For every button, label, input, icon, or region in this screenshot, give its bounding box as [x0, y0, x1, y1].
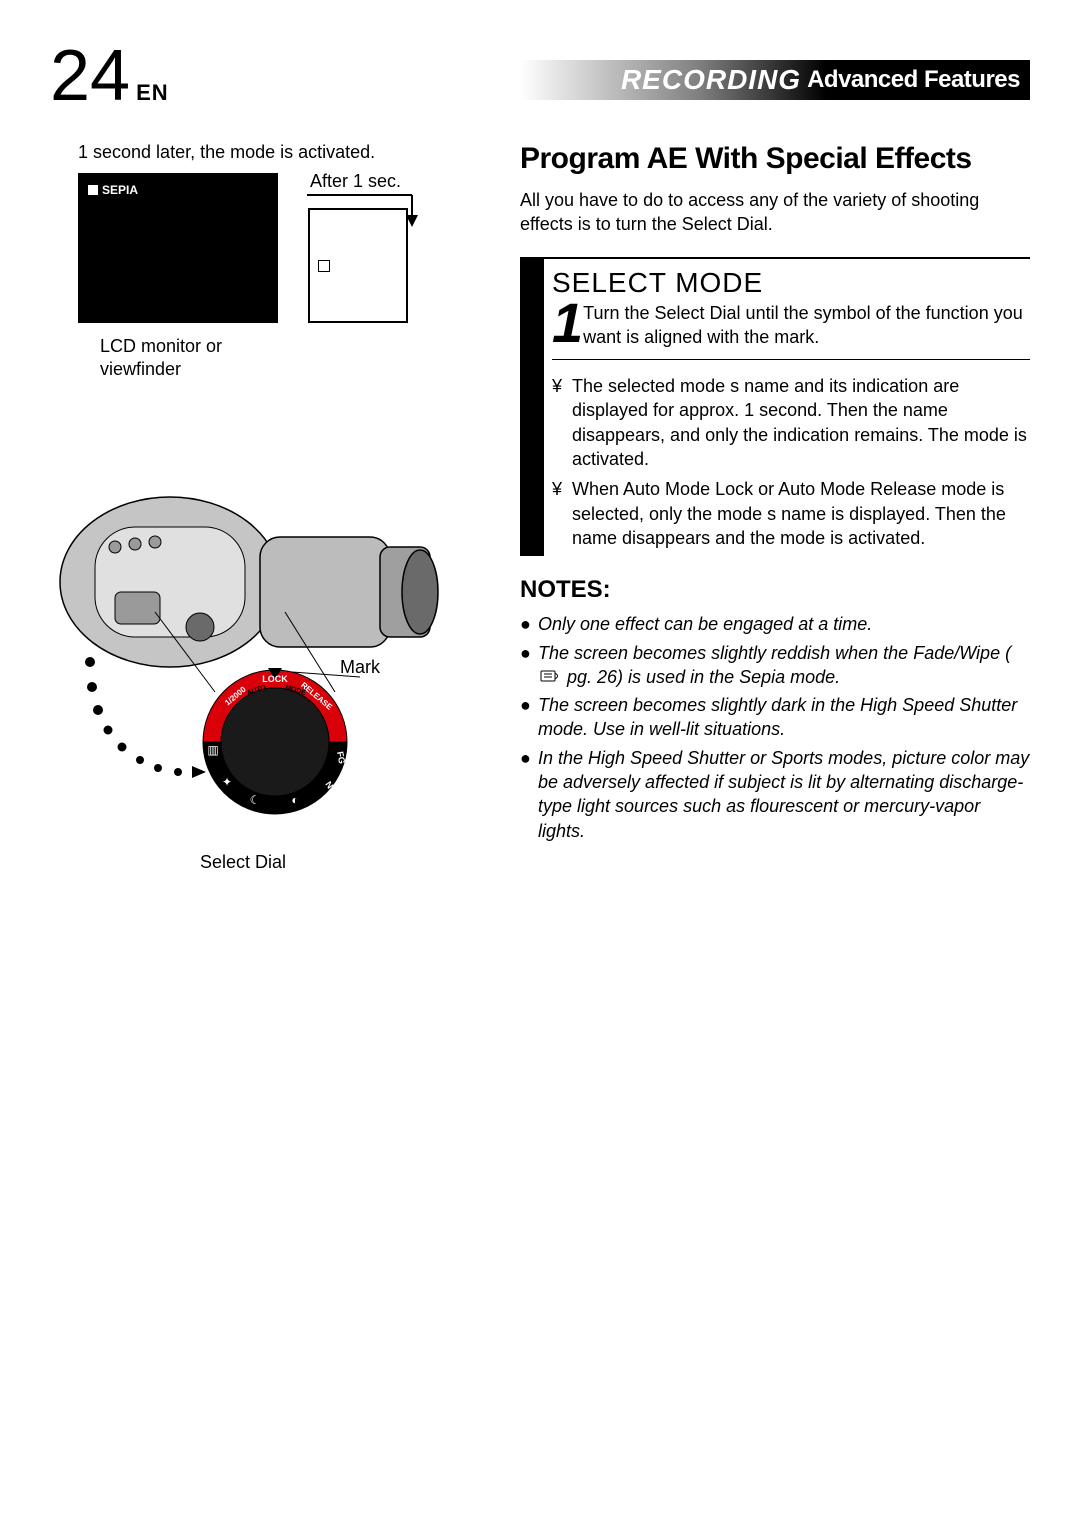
lcd-caption-l2: viewfinder — [100, 359, 181, 379]
notes-heading: NOTES: — [520, 576, 1030, 604]
sepia-icon — [88, 185, 98, 195]
page-number: 24 — [50, 40, 130, 112]
step-text: Turn the Select Dial until the symbol of… — [583, 301, 1030, 350]
sub2: When Auto Mode Lock or Auto Mode Release… — [572, 477, 1030, 550]
camera-illustration: LOCK 1/2000 RELEASE AUTO MODE FG ND ▥ ✦ … — [50, 452, 490, 872]
bullet-dot-icon: ● — [520, 641, 538, 690]
step-number: 1 — [552, 301, 583, 346]
bullet-icon: ¥ — [552, 374, 572, 471]
bullet-icon: ¥ — [552, 477, 572, 550]
mark-label: Mark — [340, 657, 380, 678]
page-number-block: 24 EN — [50, 40, 169, 112]
sub1: The selected mode s name and its indicat… — [572, 374, 1030, 471]
section-banner: RECORDING Advanced Features — [520, 60, 1030, 100]
note4: In the High Speed Shutter or Sports mode… — [538, 746, 1030, 843]
left-intro: 1 second later, the mode is activated. — [78, 142, 490, 163]
note3: The screen becomes slightly dark in the … — [538, 693, 1030, 742]
svg-text:FG: FG — [335, 750, 347, 764]
note2: The screen becomes slightly reddish when… — [538, 641, 1030, 690]
lcd-mode-text: SEPIA — [102, 183, 138, 197]
note2b: pg. 26) is used in the Sepia mode. — [562, 667, 840, 687]
page-header: 24 EN RECORDING Advanced Features — [50, 40, 1030, 112]
bullet-dot-icon: ● — [520, 693, 538, 742]
note2a: The screen becomes slightly reddish when… — [538, 643, 1011, 663]
svg-text:✦: ✦ — [222, 775, 232, 789]
step-divider — [552, 359, 1030, 360]
step-subpoints: ¥ The selected mode s name and its indic… — [552, 374, 1030, 550]
camera-svg: LOCK 1/2000 RELEASE AUTO MODE FG ND ▥ ✦ … — [50, 452, 490, 872]
select-dial-label: Select Dial — [200, 852, 286, 873]
lcd-caption: LCD monitor or viewfinder — [100, 335, 490, 382]
bullet-dot-icon: ● — [520, 612, 538, 636]
banner-recording: RECORDING — [621, 64, 801, 96]
lcd-monitor-big: SEPIA — [78, 173, 278, 323]
after-label: After 1 sec. — [310, 171, 401, 192]
step-title: SELECT MODE — [552, 267, 1030, 299]
svg-text:☾: ☾ — [250, 793, 261, 807]
svg-text:▥: ▥ — [207, 743, 218, 757]
lcd-small-indicator-icon — [318, 260, 330, 272]
note1: Only one effect can be engaged at a time… — [538, 612, 872, 636]
left-column: 1 second later, the mode is activated. A… — [50, 142, 490, 872]
banner-advanced: Advanced Features — [807, 66, 1020, 94]
lcd-mode-indicator: SEPIA — [88, 183, 138, 197]
svg-text:◐: ◐ — [291, 793, 298, 807]
program-ae-intro: All you have to do to access any of the … — [520, 188, 1030, 237]
page-lang: EN — [136, 80, 169, 106]
step-block: SELECT MODE 1 Turn the Select Dial until… — [520, 257, 1030, 557]
page-ref-icon — [538, 669, 562, 683]
bullet-dot-icon: ● — [520, 746, 538, 843]
notes-list: ● Only one effect can be engaged at a ti… — [520, 612, 1030, 843]
program-ae-title: Program AE With Special Effects — [520, 142, 1030, 176]
right-column: Program AE With Special Effects All you … — [520, 142, 1030, 872]
step-bar — [520, 259, 544, 557]
lcd-caption-l1: LCD monitor or — [100, 336, 222, 356]
lcd-monitor-small — [308, 208, 408, 323]
